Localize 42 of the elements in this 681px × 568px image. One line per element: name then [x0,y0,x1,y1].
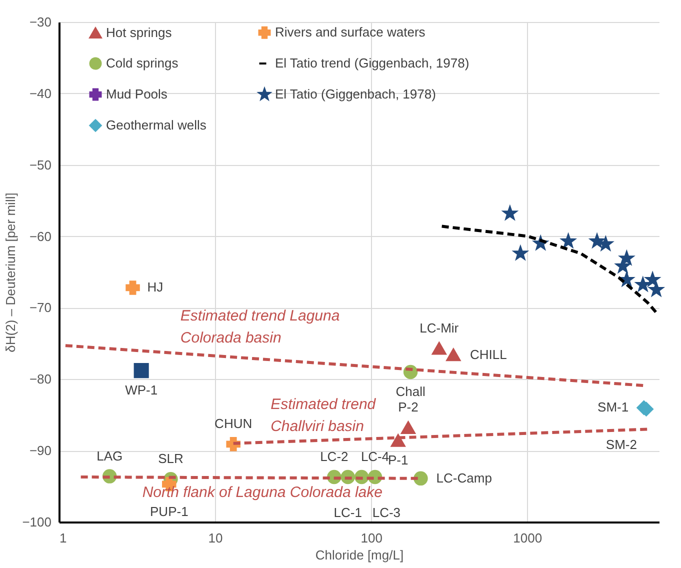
y-tick-label: −90 [29,443,52,458]
legend-label: El Tatio trend (Giggenbach, 1978) [275,56,470,70]
y-tick-label: −50 [29,157,52,172]
y-tick-label: −70 [29,300,52,316]
data-label: P-2 [398,400,418,415]
y-tick-label: −60 [29,228,52,244]
legend-label: El Tatio (Giggenbach, 1978) [275,86,436,102]
data-label: P-1 [388,452,408,468]
data-label: WP-1 [125,382,158,398]
y-tick-label: −80 [29,372,52,387]
legend-label: Mud Pools [106,86,168,102]
data-label: LAG [96,448,123,464]
data-label: SLR [158,451,184,466]
annotation: Estimated trend Challviri basin [270,396,376,435]
x-axis-title: Chloride [mg/L] [315,548,404,562]
x-tick-label: 10 [208,530,223,546]
data-label: CHILL [470,346,507,362]
y-tick-label: −40 [29,86,52,101]
data-label: Chall [396,384,426,399]
x-tick-label: 1 [60,530,67,546]
y-tick-label: −100 [22,514,52,530]
legend-label: Hot springs [106,24,172,40]
annotation: Estimated trend Laguna Colorada basin [180,307,340,346]
legend-label: Rivers and surface waters [275,24,426,40]
data-label: LC-Camp [436,470,492,486]
data-label: LC-4 [360,449,390,464]
data-label: SM-2 [606,437,637,452]
legend-label: Cold springs [106,56,179,70]
data-label: LC-3 [372,505,401,520]
data-label: HJ [147,280,164,295]
x-tick-label: 100 [360,530,382,546]
annotation: North flank of Laguna Colorada lake [142,484,382,501]
data-label: SM-1 [598,400,629,415]
data-label: PUP-1 [150,504,188,520]
y-axis-title: δH(2) – Deuterium [per mill] [3,192,18,352]
y-tick-label: −30 [29,14,52,30]
x-tick-label: 1000 [513,530,542,546]
data-label: LC-2 [320,449,348,464]
data-label: CHUN [214,416,252,432]
data-label: LC-1 [334,505,362,520]
data-label: LC-Mir [420,320,460,336]
legend-label: Geothermal wells [106,118,207,132]
